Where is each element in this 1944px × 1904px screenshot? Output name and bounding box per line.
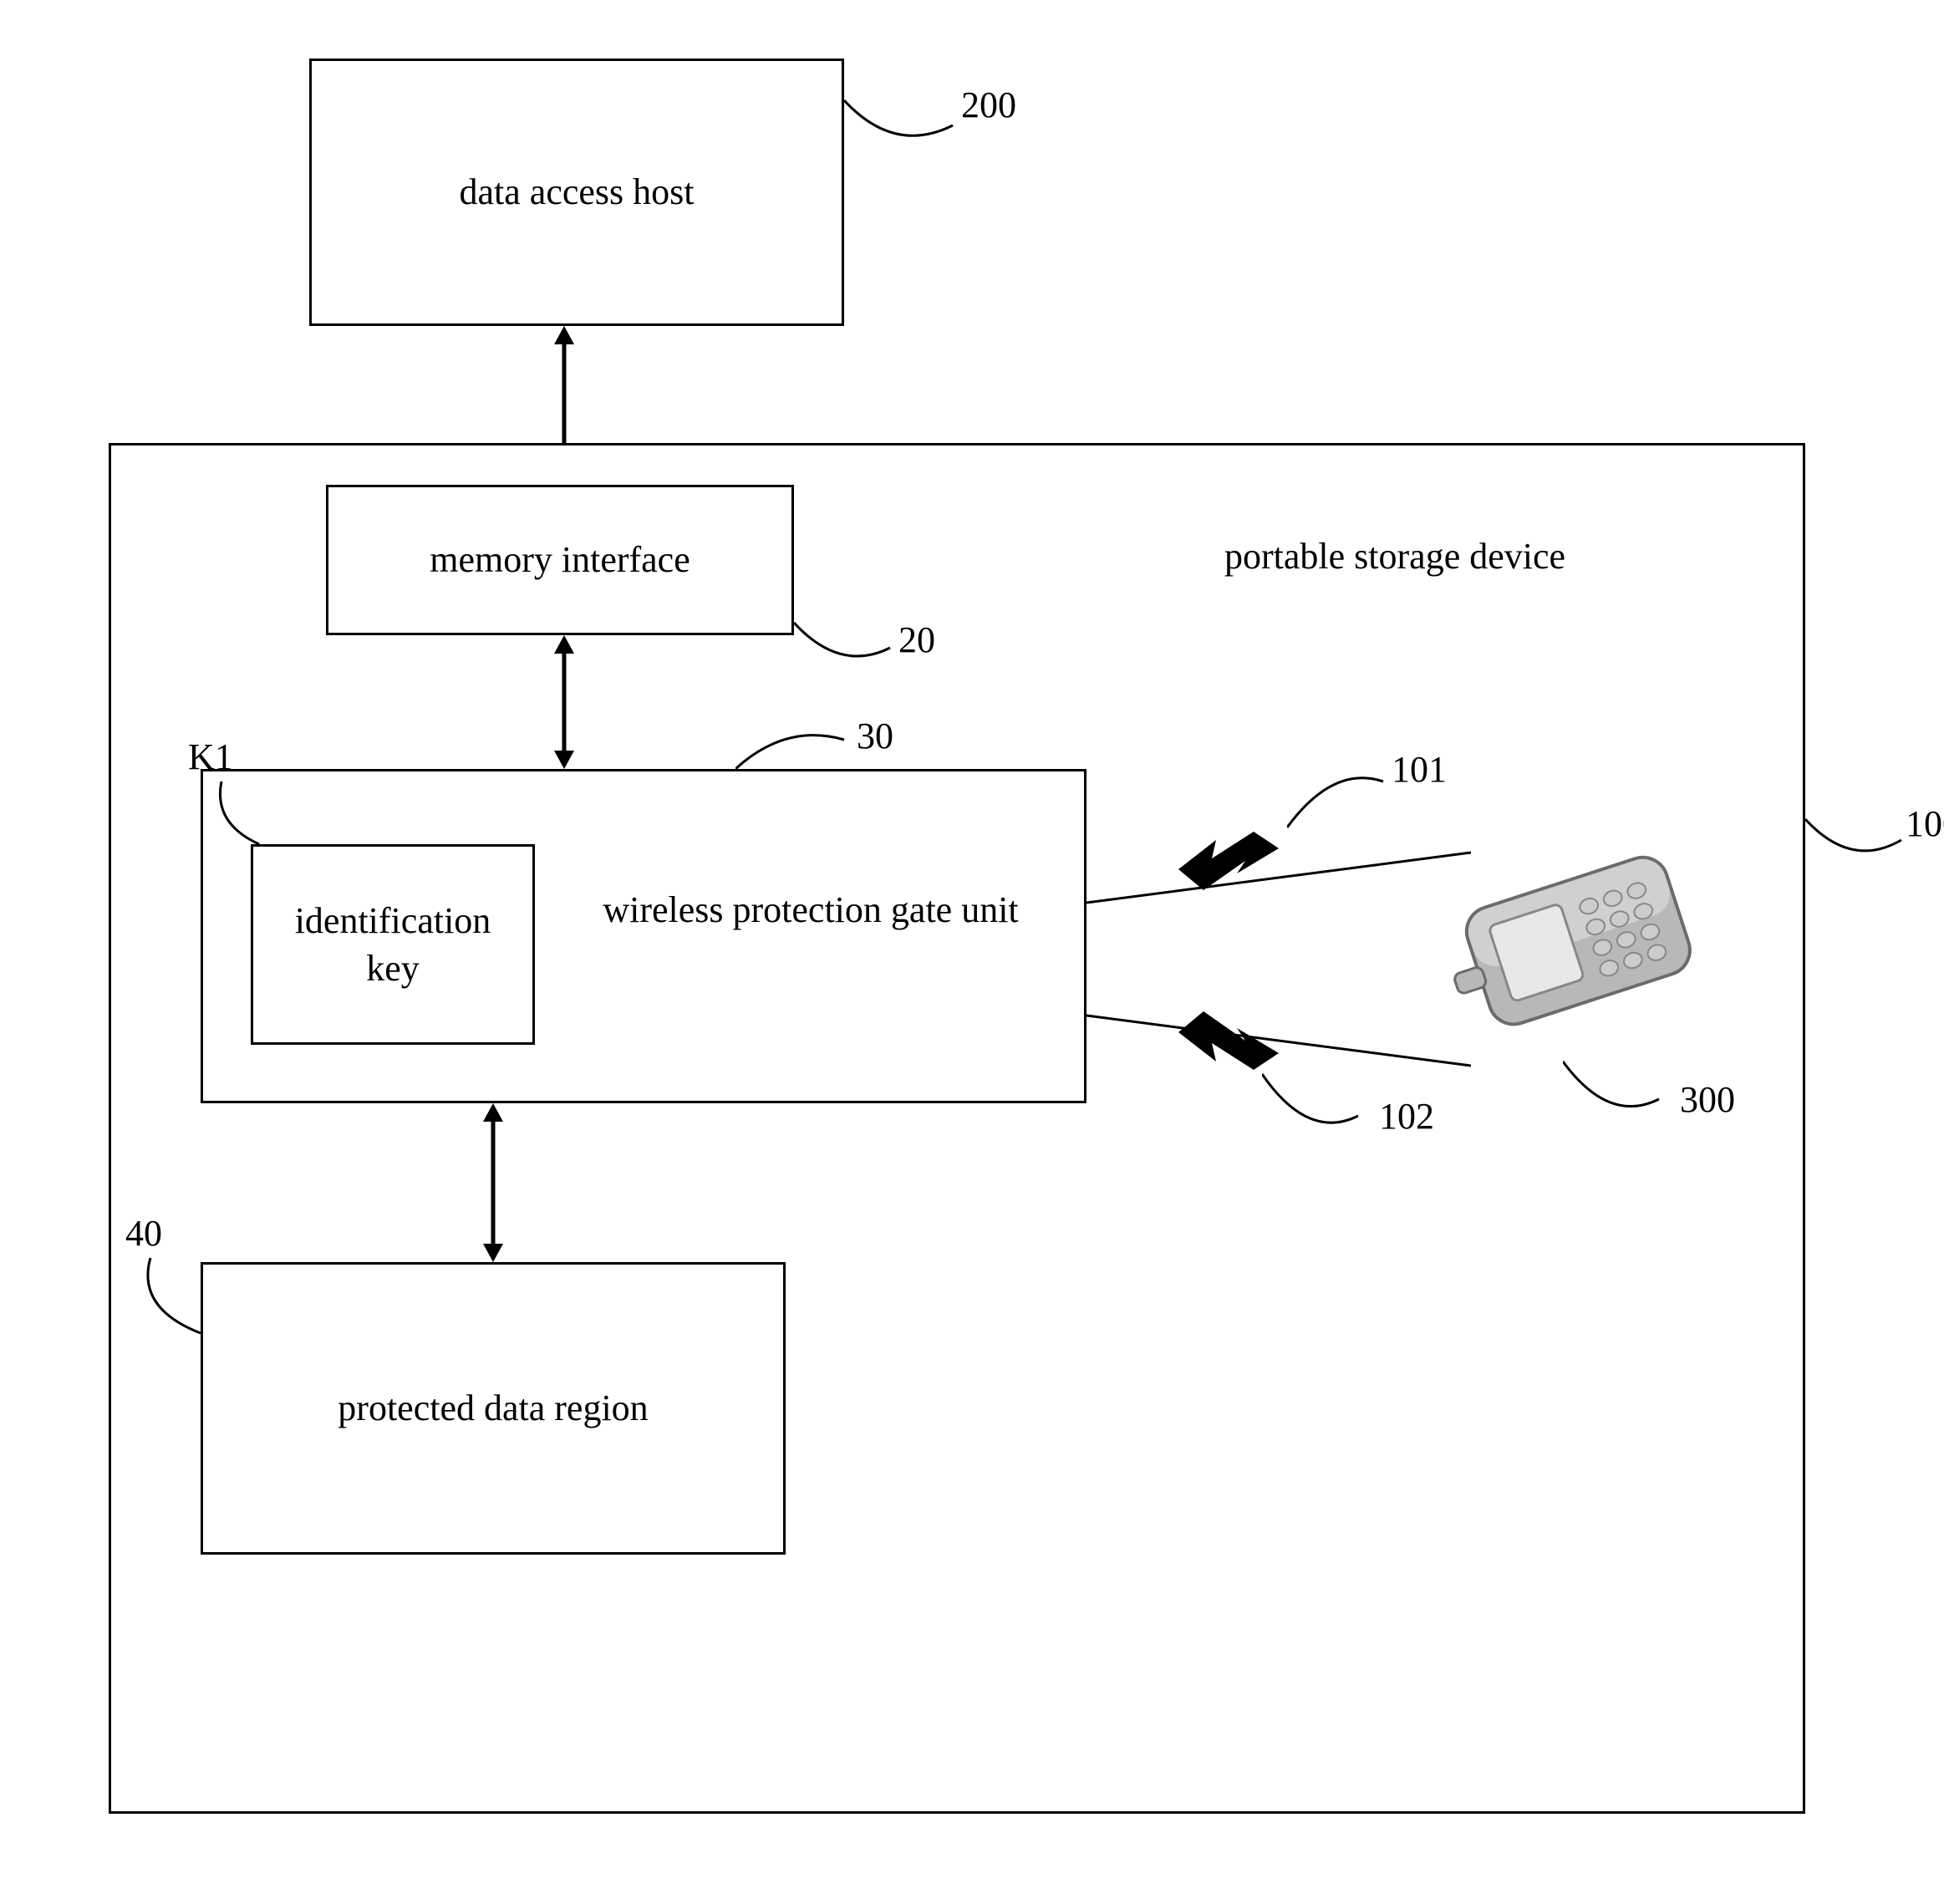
ref-20: 20 (898, 619, 935, 661)
callout-300 (1563, 1053, 1672, 1137)
protected-data-region-box: protected data region (201, 1262, 786, 1555)
data-access-host-label: data access host (460, 168, 695, 216)
callout-100 (1805, 794, 1922, 894)
ref-k1: K1 (188, 736, 233, 778)
callout-30 (735, 715, 869, 773)
ref-100: 100 (1906, 802, 1944, 845)
lightning-bolt-top-icon (1170, 823, 1287, 903)
ref-30: 30 (857, 715, 893, 757)
ref-40: 40 (125, 1212, 162, 1255)
callout-k1 (209, 777, 284, 853)
protected-data-region-label: protected data region (338, 1384, 648, 1432)
arrow-memory-wireless (547, 635, 581, 769)
memory-interface-box: memory interface (326, 485, 794, 635)
identification-key-box: identification key (251, 844, 535, 1045)
arrow-wireless-protected (476, 1103, 510, 1262)
ref-200: 200 (961, 84, 1016, 126)
ref-300: 300 (1680, 1078, 1735, 1121)
callout-102 (1262, 1070, 1371, 1153)
identification-key-label: identification key (295, 897, 491, 992)
portable-storage-device-box (109, 443, 1805, 1814)
callout-40 (134, 1254, 217, 1346)
portable-storage-device-label: portable storage device (1224, 535, 1565, 578)
wireless-protection-gate-label: wireless protection gate unit (602, 886, 1020, 934)
lightning-bolt-bottom-icon (1170, 999, 1287, 1078)
data-access-host-box: data access host (309, 59, 844, 326)
ref-101: 101 (1392, 748, 1447, 791)
phone-icon (1404, 840, 1722, 1082)
memory-interface-label: memory interface (430, 536, 690, 583)
callout-101 (1287, 752, 1396, 836)
ref-102: 102 (1379, 1095, 1434, 1138)
